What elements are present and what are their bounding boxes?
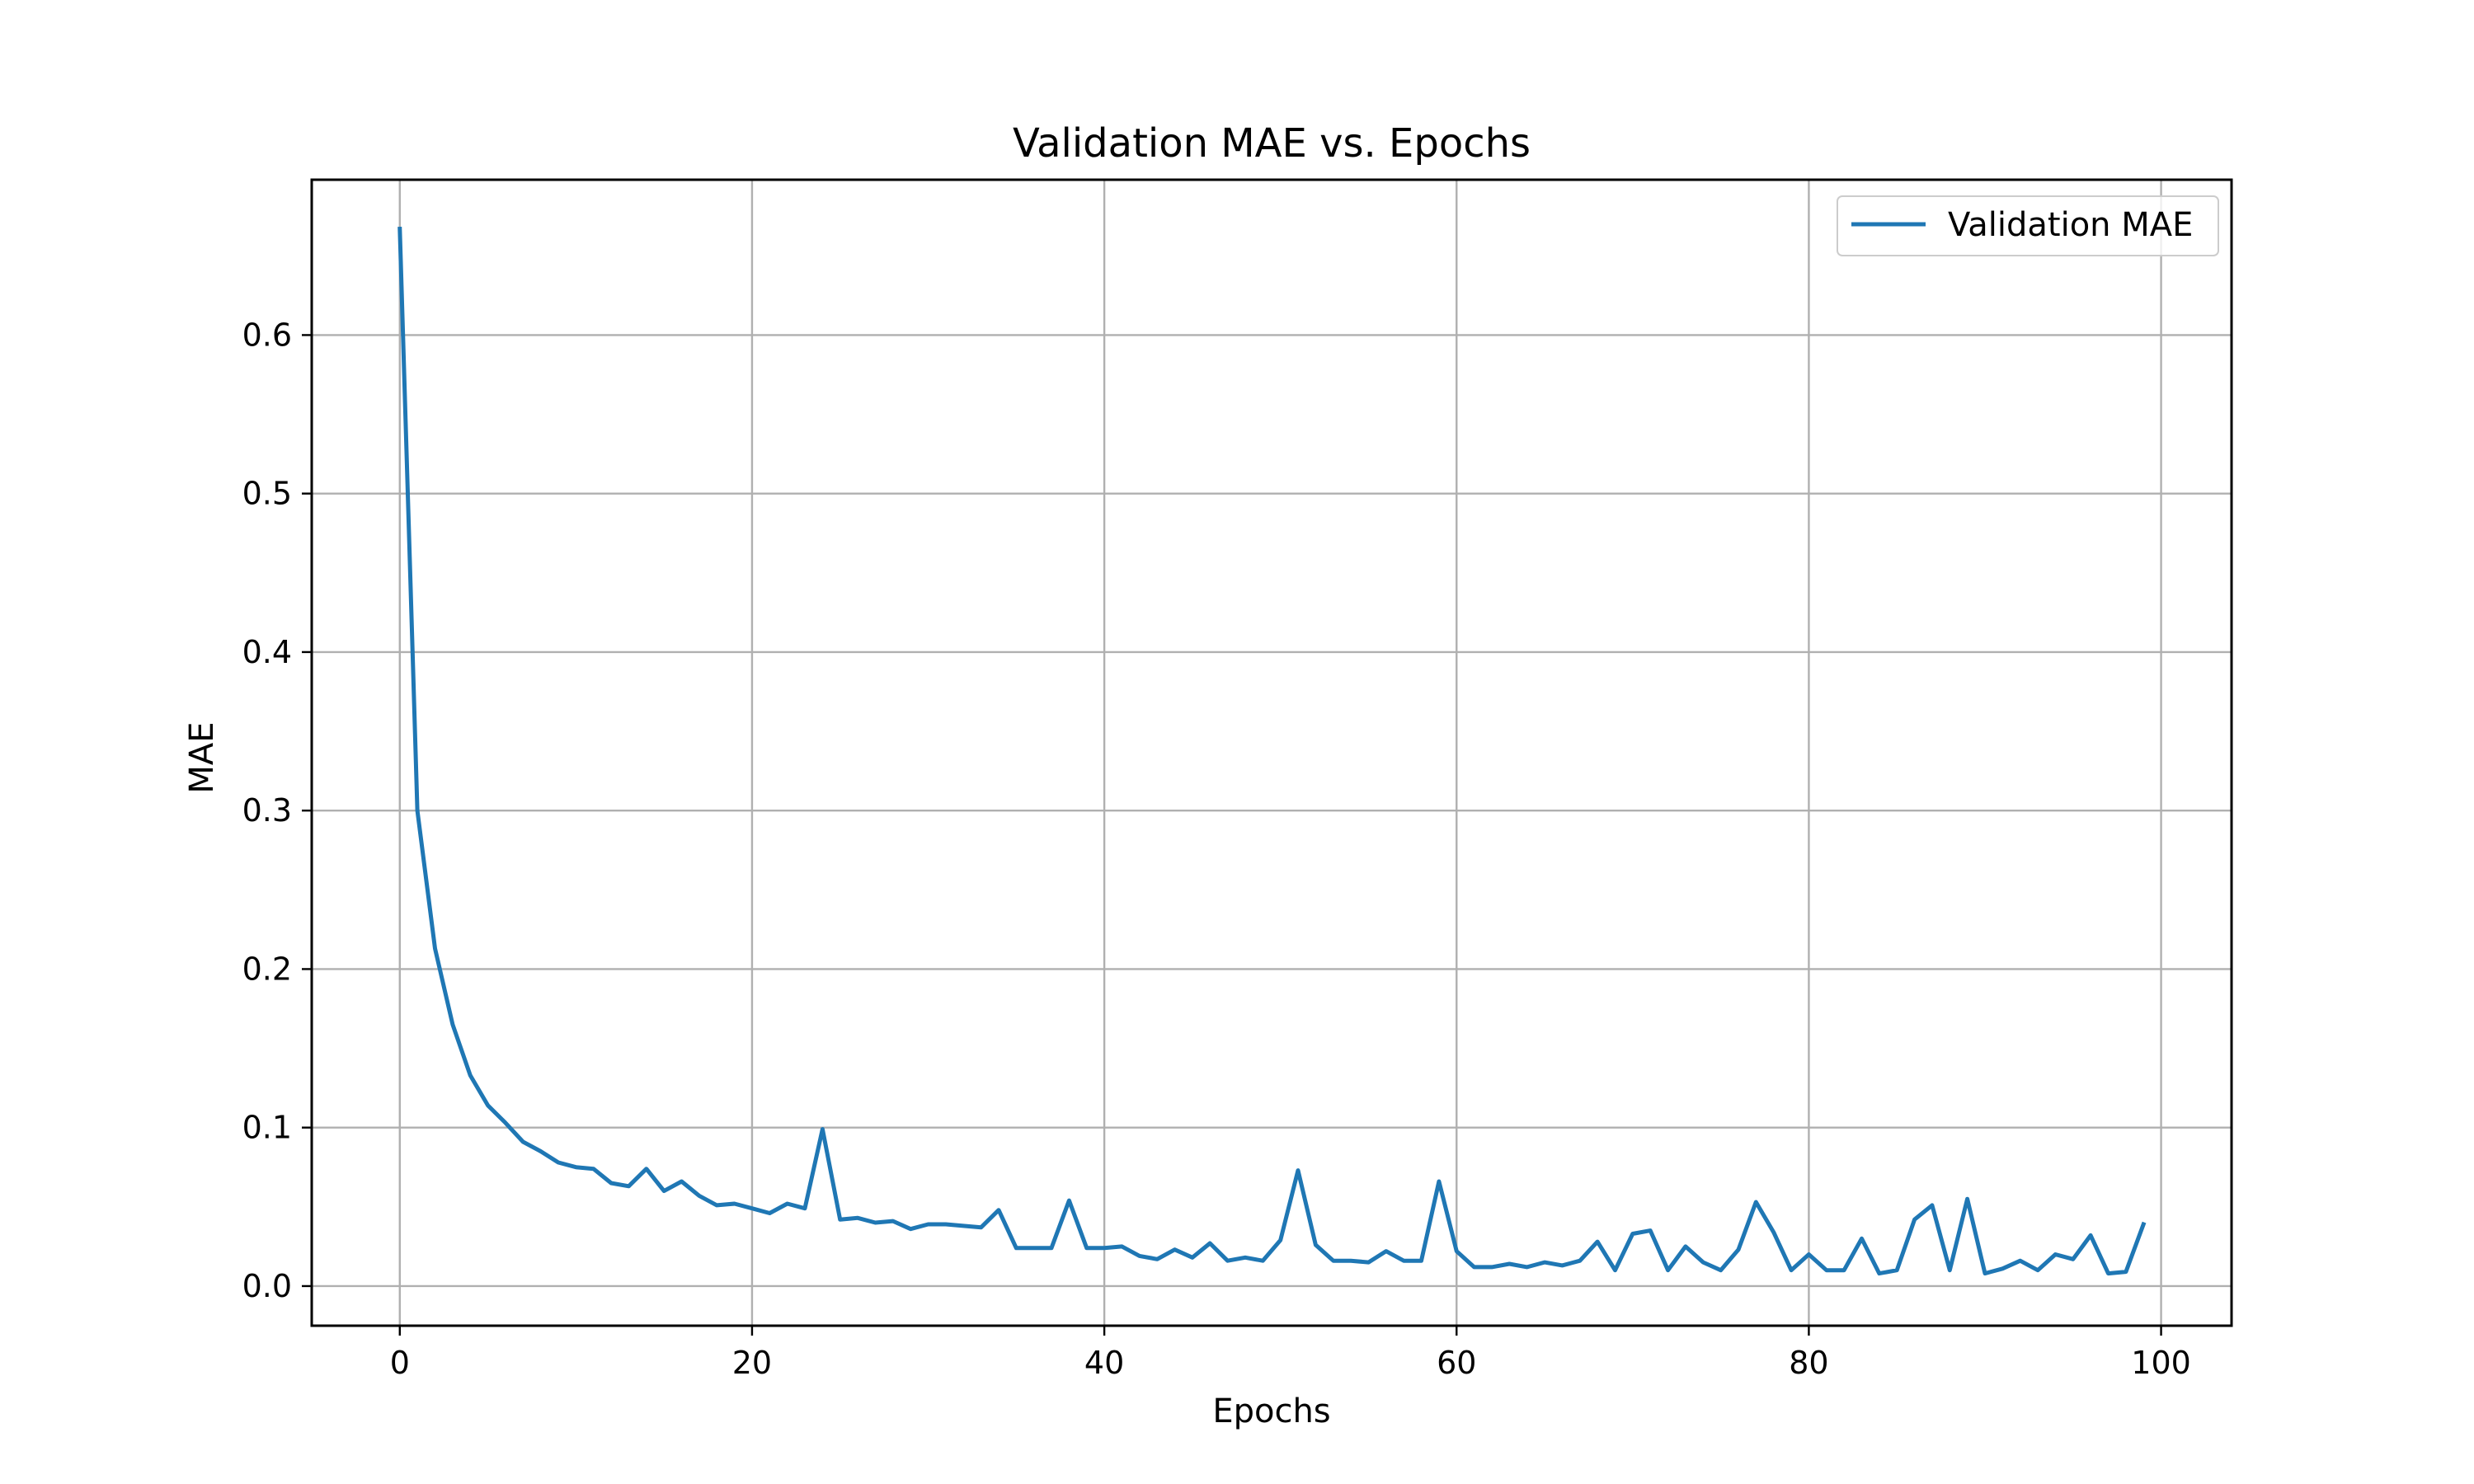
x-tick-label: 40 [1084,1345,1124,1381]
y-tick-label: 0.1 [242,1110,292,1146]
y-tick-label: 0.0 [242,1268,292,1304]
x-tick-label: 0 [390,1345,410,1381]
y-axis-ticks: 0.0 0.1 0.2 0.3 0.4 0.5 0.6 [242,317,312,1304]
legend-label: Validation MAE [1948,206,2193,244]
x-axis-ticks: 0 20 40 60 80 100 [390,1326,2191,1381]
x-tick-label: 80 [1789,1345,1828,1381]
y-axis-title: MAE [183,721,221,793]
x-tick-label: 100 [2131,1345,2191,1381]
y-tick-label: 0.2 [242,951,292,987]
plot-area-frame [310,178,2233,1327]
legend-frame [1837,195,2219,256]
y-tick-label: 0.4 [242,634,292,670]
series-line-validation-mae [397,227,2147,1276]
chart-title: Validation MAE vs. Epochs [1013,120,1531,167]
y-tick-label: 0.6 [242,317,292,353]
series-layer [397,227,2147,1276]
grid-lines [312,180,2232,1326]
x-tick-label: 60 [1437,1345,1476,1381]
y-tick-label: 0.3 [242,792,292,829]
y-tick-label: 0.5 [242,476,292,512]
legend: Validation MAE [1837,195,2219,256]
x-tick-label: 20 [732,1345,772,1381]
x-axis-title: Epochs [1212,1392,1330,1430]
